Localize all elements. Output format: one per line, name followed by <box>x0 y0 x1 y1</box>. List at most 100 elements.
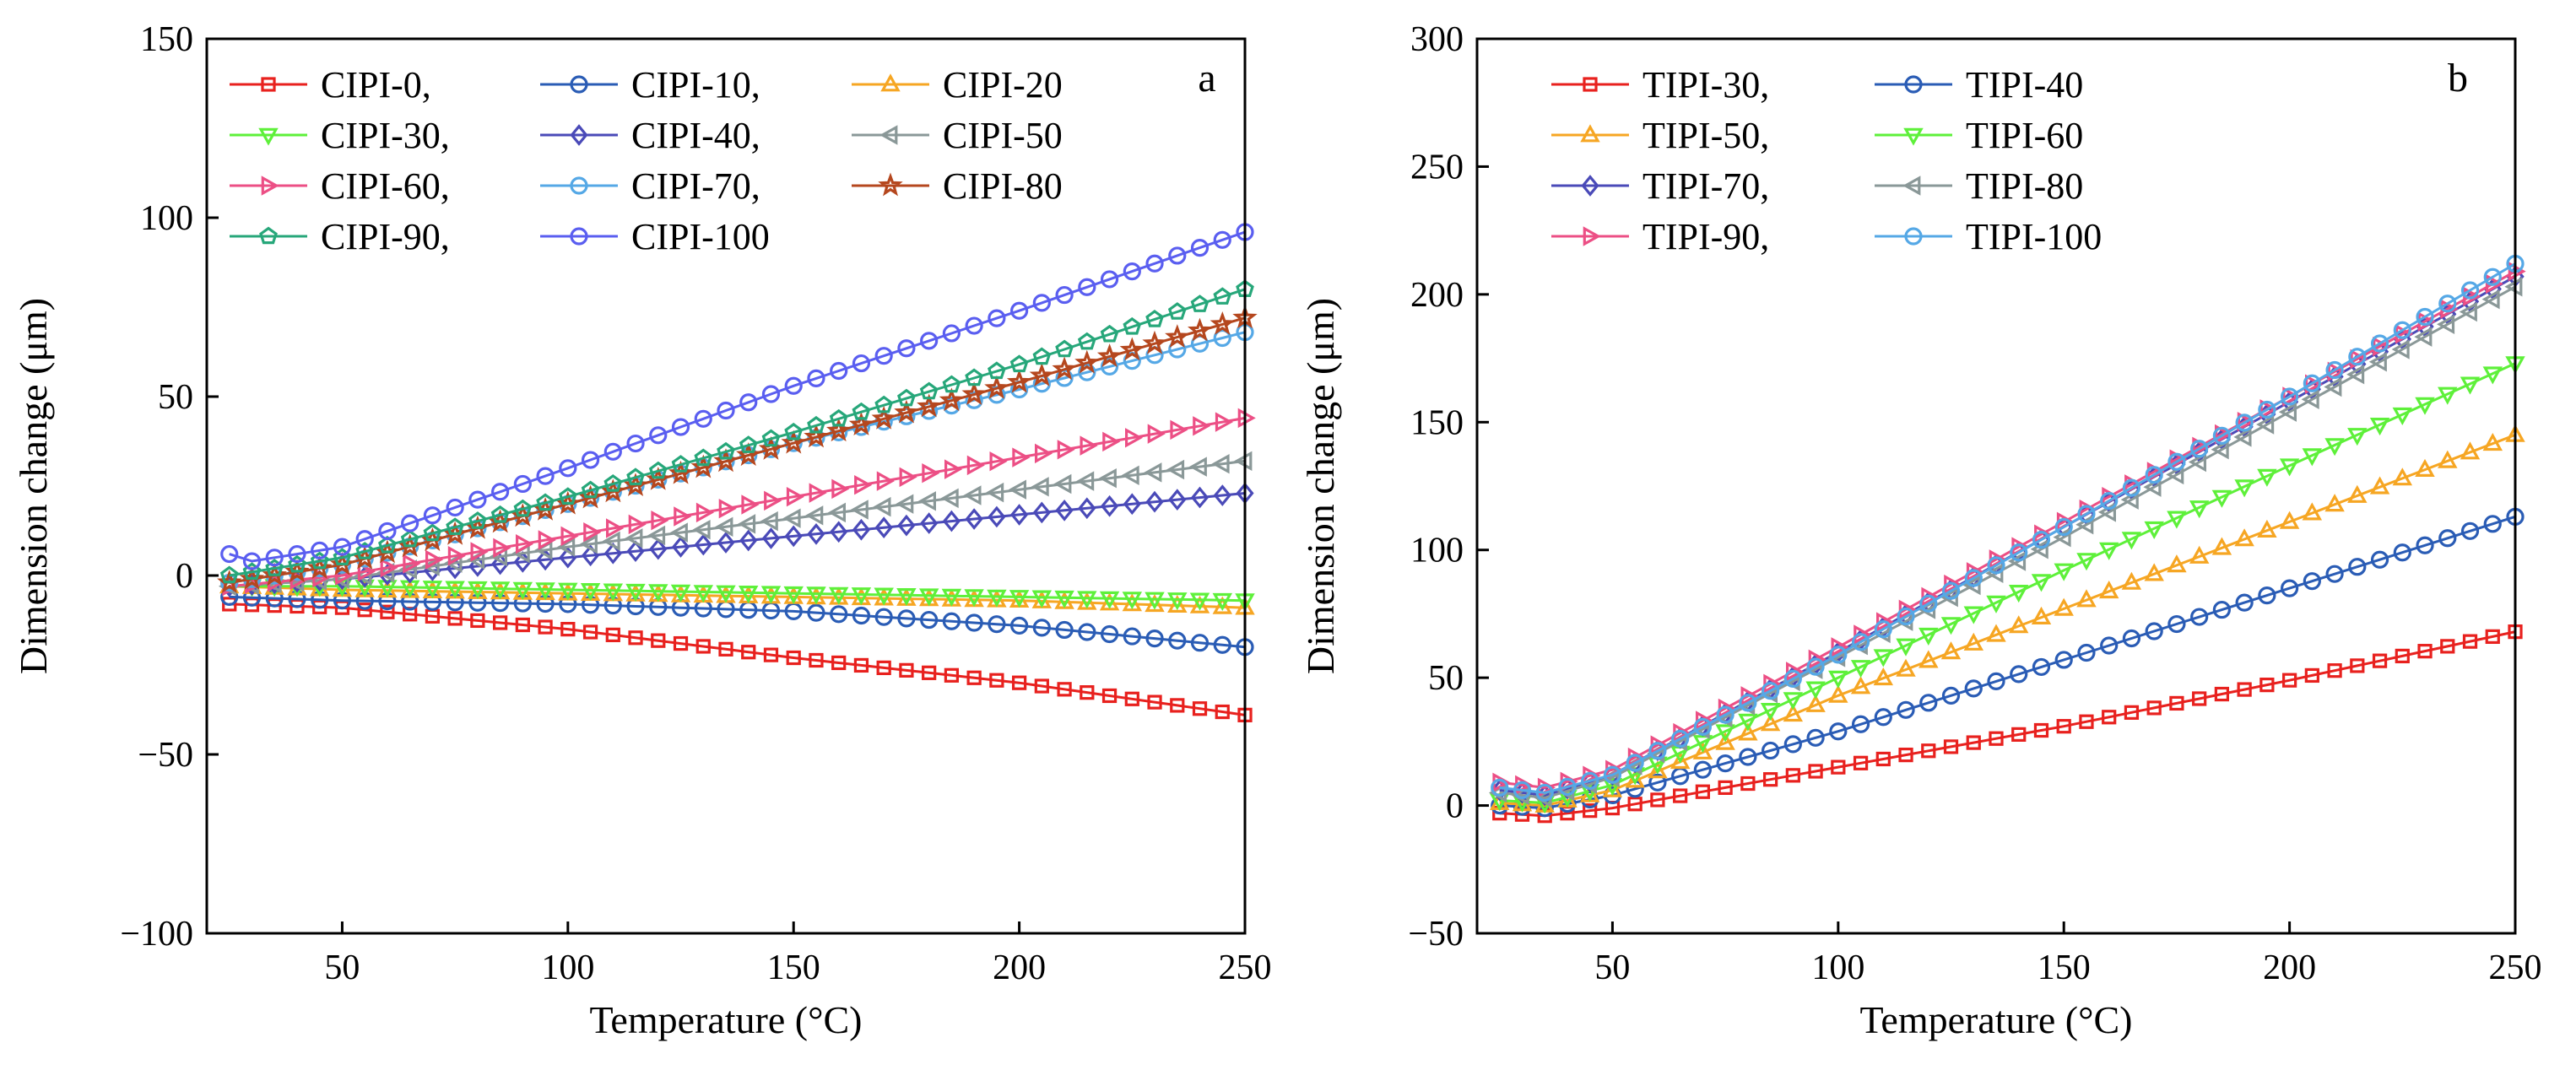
data-point-tipi-80 <box>2166 464 2184 485</box>
data-point-tipi-30 <box>1785 768 1800 783</box>
data-point-cipi-20 <box>1122 593 1143 612</box>
data-point-tipi-60 <box>1986 595 2006 613</box>
data-point-cipi-40 <box>965 508 983 530</box>
series-line-cipi-0 <box>229 603 1246 716</box>
data-point-cipi-0 <box>673 635 689 651</box>
data-point-cipi-30 <box>377 580 398 598</box>
legend-marker <box>261 77 276 92</box>
data-point-cipi-90 <box>852 402 871 420</box>
data-point-tipi-40 <box>2258 586 2276 605</box>
data-point-tipi-90 <box>1876 612 1895 632</box>
data-point-tipi-30 <box>1875 751 1891 767</box>
legend-label: TIPI-60 <box>1966 115 2083 156</box>
data-point-cipi-60 <box>944 459 963 479</box>
data-point-tipi-100 <box>1851 633 1870 651</box>
data-point-cipi-90 <box>446 517 464 536</box>
y-tick-label: −50 <box>1408 915 1464 954</box>
data-point-tipi-60 <box>2076 553 2097 571</box>
data-point-cipi-80 <box>848 412 874 435</box>
data-point-tipi-50 <box>1783 704 1804 722</box>
data-point-cipi-60 <box>899 467 917 488</box>
data-point-cipi-30 <box>964 589 984 608</box>
data-point-tipi-100 <box>2054 517 2073 537</box>
legend-item-tipi-90: TIPI-90, <box>1551 216 1769 257</box>
data-point-cipi-60 <box>538 530 556 550</box>
data-point-tipi-60 <box>2302 448 2323 467</box>
data-point-tipi-50 <box>2324 494 2345 512</box>
data-point-cipi-60 <box>425 549 444 570</box>
series-line-cipi-30 <box>229 585 1246 603</box>
data-point-tipi-30 <box>1989 731 2004 746</box>
data-point-tipi-50 <box>2279 511 2300 529</box>
data-point-cipi-90 <box>648 461 668 479</box>
data-point-tipi-60 <box>1963 606 1984 624</box>
data-point-cipi-80 <box>668 460 694 484</box>
data-point-cipi-50 <box>963 485 982 505</box>
legend-marker <box>1581 175 1599 197</box>
data-point-tipi-100 <box>1919 594 1938 613</box>
data-point-cipi-90 <box>671 455 690 473</box>
data-point-tipi-80 <box>2278 402 2297 422</box>
data-point-cipi-60 <box>989 451 1008 472</box>
data-point-cipi-60 <box>628 514 647 535</box>
legend-label: CIPI-80 <box>943 165 1063 207</box>
data-point-cipi-100 <box>671 418 690 436</box>
data-point-cipi-90 <box>1077 332 1096 350</box>
data-point-cipi-60 <box>1057 440 1075 460</box>
legend-item-tipi-50: TIPI-50, <box>1551 115 1769 156</box>
data-point-tipi-40 <box>1964 679 1983 698</box>
series-line-tipi-30 <box>1499 630 2516 818</box>
series-line-cipi-40 <box>229 492 1246 588</box>
data-point-cipi-40 <box>1123 493 1141 516</box>
data-point-tipi-90 <box>1831 637 1849 657</box>
data-point-tipi-100 <box>1941 581 1961 600</box>
data-point-cipi-90 <box>807 415 825 434</box>
data-point-cipi-90 <box>513 499 533 517</box>
data-point-cipi-0 <box>922 665 937 680</box>
data-point-cipi-80 <box>939 387 965 412</box>
data-point-cipi-0 <box>515 617 530 633</box>
data-point-cipi-30 <box>941 588 962 607</box>
data-point-tipi-50 <box>2347 484 2368 503</box>
data-point-tipi-50 <box>1670 751 1691 770</box>
data-point-cipi-60 <box>1124 428 1144 448</box>
data-point-cipi-60 <box>1215 412 1233 432</box>
data-point-tipi-60 <box>2482 366 2503 385</box>
legend-marker <box>1580 124 1600 143</box>
data-point-cipi-90 <box>784 422 804 440</box>
data-point-tipi-90 <box>2327 361 2346 382</box>
data-point-tipi-100 <box>2258 400 2276 419</box>
data-point-cipi-100 <box>1168 246 1187 265</box>
data-point-tipi-30 <box>2304 667 2319 684</box>
data-point-tipi-90 <box>1786 662 1805 682</box>
data-point-cipi-10 <box>1055 620 1074 640</box>
legend-label: CIPI-40, <box>631 115 760 156</box>
data-point-cipi-100 <box>401 514 419 532</box>
data-point-tipi-100 <box>1671 729 1690 748</box>
data-point-cipi-60 <box>651 510 669 531</box>
data-point-cipi-0 <box>605 627 620 643</box>
data-point-cipi-0 <box>944 667 960 683</box>
series-group <box>1489 254 2526 824</box>
data-point-tipi-30 <box>1583 803 1598 819</box>
data-point-cipi-100 <box>965 316 983 335</box>
data-point-tipi-40 <box>2348 558 2367 576</box>
data-point-cipi-40 <box>874 516 893 539</box>
data-point-cipi-40 <box>626 540 645 563</box>
series-line-tipi-50 <box>1499 434 2516 808</box>
data-point-cipi-30 <box>987 589 1007 608</box>
data-point-tipi-50 <box>2438 450 2458 468</box>
data-point-tipi-60 <box>2054 563 2074 581</box>
data-point-cipi-80 <box>713 448 739 473</box>
legend-label: TIPI-70, <box>1642 165 1769 207</box>
data-point-cipi-90 <box>378 535 397 554</box>
data-point-cipi-100 <box>717 401 735 420</box>
data-point-cipi-90 <box>1055 339 1074 358</box>
data-point-tipi-40 <box>1851 715 1870 733</box>
data-point-cipi-50 <box>421 556 440 576</box>
data-point-cipi-60 <box>674 506 692 527</box>
data-point-cipi-100 <box>581 451 600 469</box>
data-point-cipi-40 <box>1145 490 1164 513</box>
data-point-cipi-60 <box>786 486 804 507</box>
data-point-tipi-50 <box>1648 760 1668 779</box>
